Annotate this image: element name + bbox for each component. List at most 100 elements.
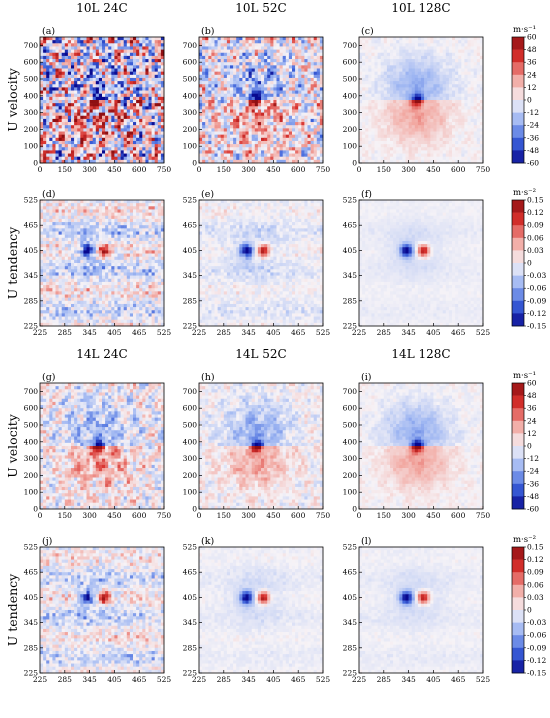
heatmap-cell (224, 147, 227, 150)
heatmap-cell (77, 65, 80, 68)
heatmap-cell (83, 75, 86, 78)
heatmap-cell (409, 154, 412, 157)
heatmap-cell (477, 97, 480, 100)
heatmap-cell (317, 119, 320, 122)
heatmap-cell (412, 37, 415, 40)
heatmap-cell (393, 106, 396, 109)
heatmap-cell (468, 84, 471, 87)
heatmap-cell (317, 116, 320, 119)
panel-title: 10L 24C (76, 1, 128, 15)
heatmap-cell (142, 100, 145, 103)
heatmap-cell (468, 100, 471, 103)
heatmap-cell (208, 81, 211, 84)
heatmap-cell (99, 141, 102, 144)
y-tick-label: 0 (33, 159, 38, 168)
heatmap-cell (286, 157, 289, 160)
heatmap-cell (105, 119, 108, 122)
heatmap-cell (242, 56, 245, 59)
heatmap-cell (152, 94, 155, 97)
heatmap-cell (158, 100, 161, 103)
heatmap-cell (215, 75, 218, 78)
heatmap-cell (433, 147, 436, 150)
heatmap-cell (62, 56, 65, 59)
heatmap-cell (224, 84, 227, 87)
heatmap-cell (246, 59, 249, 62)
heatmap-cell (71, 50, 74, 53)
heatmap-cell (93, 62, 96, 65)
heatmap-cell (362, 138, 365, 141)
heatmap-cell (202, 116, 205, 119)
heatmap-cell (406, 87, 409, 90)
heatmap-cell (93, 72, 96, 75)
heatmap-cell (424, 132, 427, 135)
heatmap-cell (286, 91, 289, 94)
heatmap-cell (390, 69, 393, 72)
heatmap-cell (446, 56, 449, 59)
heatmap-cell (65, 128, 68, 131)
heatmap-cell (145, 154, 148, 157)
heatmap-cell (283, 125, 286, 128)
heatmap-cell (317, 43, 320, 46)
heatmap-cell (415, 147, 418, 150)
heatmap-cell (393, 37, 396, 40)
heatmap-cell (111, 113, 114, 116)
heatmap-cell (464, 87, 467, 90)
heatmap-cell (87, 141, 90, 144)
heatmap-cell (43, 135, 46, 138)
heatmap-cell (267, 59, 270, 62)
heatmap-cell (390, 65, 393, 68)
heatmap-cell (464, 40, 467, 43)
heatmap-cell (239, 128, 242, 131)
heatmap-cell (93, 65, 96, 68)
heatmap-cell (314, 122, 317, 125)
heatmap-cell (236, 122, 239, 125)
heatmap-cell (246, 113, 249, 116)
heatmap-cell (371, 87, 374, 90)
heatmap-cell (474, 69, 477, 72)
heatmap-cell (93, 106, 96, 109)
heatmap-cell (258, 125, 261, 128)
heatmap-cell (440, 109, 443, 112)
heatmap-cell (461, 113, 464, 116)
heatmap-cell (449, 84, 452, 87)
heatmap-cell (362, 103, 365, 106)
heatmap-cell (71, 109, 74, 112)
heatmap-cell (440, 113, 443, 116)
heatmap-cell (471, 144, 474, 147)
heatmap-cell (224, 69, 227, 72)
heatmap-cell (211, 78, 214, 81)
heatmap-cell (433, 75, 436, 78)
heatmap-cell (280, 56, 283, 59)
heatmap-cell (311, 59, 314, 62)
heatmap-cell (304, 40, 307, 43)
heatmap-cell (230, 97, 233, 100)
heatmap-cell (136, 147, 139, 150)
heatmap-cell (402, 150, 405, 153)
heatmap-cell (286, 144, 289, 147)
heatmap-cell (118, 37, 121, 40)
heatmap-cell (218, 87, 221, 90)
heatmap-cell (449, 97, 452, 100)
heatmap-cell (43, 87, 46, 90)
heatmap-cell (208, 147, 211, 150)
heatmap-cell (449, 43, 452, 46)
heatmap-cell (292, 91, 295, 94)
heatmap-cell (449, 141, 452, 144)
heatmap-cell (412, 50, 415, 53)
heatmap-cell (381, 154, 384, 157)
heatmap-cell (264, 116, 267, 119)
heatmap-cell (283, 147, 286, 150)
heatmap-cell (474, 132, 477, 135)
heatmap-cell (93, 122, 96, 125)
heatmap-cell (289, 65, 292, 68)
heatmap-cell (298, 91, 301, 94)
heatmap-cell (449, 72, 452, 75)
heatmap-cell (111, 62, 114, 65)
heatmap-cell (390, 116, 393, 119)
heatmap-cell (236, 144, 239, 147)
heatmap-cell (74, 125, 77, 128)
heatmap-cell (424, 135, 427, 138)
heatmap-cell (139, 106, 142, 109)
heatmap-cell (371, 97, 374, 100)
heatmap-cell (261, 87, 264, 90)
